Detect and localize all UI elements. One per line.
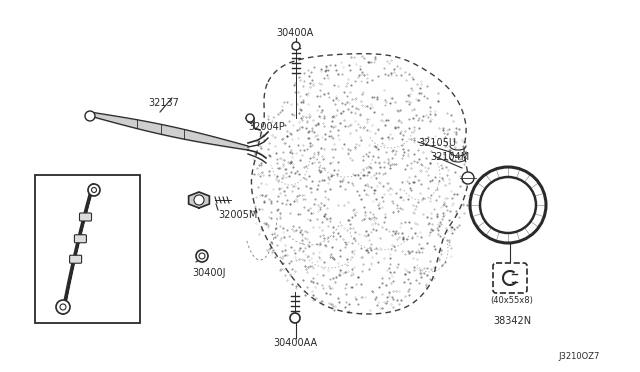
FancyBboxPatch shape xyxy=(74,235,86,243)
Circle shape xyxy=(92,187,97,192)
Text: (40x55x8): (40x55x8) xyxy=(491,296,533,305)
Circle shape xyxy=(56,300,70,314)
Circle shape xyxy=(462,172,474,184)
FancyBboxPatch shape xyxy=(79,213,92,221)
Circle shape xyxy=(60,304,66,310)
Text: 30400AA: 30400AA xyxy=(273,338,317,348)
Circle shape xyxy=(290,313,300,323)
Circle shape xyxy=(246,114,254,122)
Circle shape xyxy=(470,167,546,243)
Text: 32104M: 32104M xyxy=(430,152,469,162)
Polygon shape xyxy=(189,192,209,208)
Text: 32137: 32137 xyxy=(148,98,179,108)
Text: 30400J: 30400J xyxy=(192,268,225,278)
Circle shape xyxy=(292,42,300,50)
Text: J3210OZ7: J3210OZ7 xyxy=(559,352,600,361)
Text: 32004P: 32004P xyxy=(248,122,285,132)
Circle shape xyxy=(199,253,205,259)
Text: 32197N: 32197N xyxy=(49,308,87,318)
Circle shape xyxy=(88,184,100,196)
Circle shape xyxy=(480,177,536,233)
Circle shape xyxy=(194,195,204,205)
Circle shape xyxy=(196,250,208,262)
FancyBboxPatch shape xyxy=(493,263,527,293)
Circle shape xyxy=(85,111,95,121)
Text: 32005M: 32005M xyxy=(218,210,257,220)
FancyBboxPatch shape xyxy=(70,255,82,263)
Bar xyxy=(35,175,140,323)
Text: 30400A: 30400A xyxy=(276,28,314,38)
Text: 32105U: 32105U xyxy=(418,138,456,148)
Text: 38342N: 38342N xyxy=(493,316,531,326)
